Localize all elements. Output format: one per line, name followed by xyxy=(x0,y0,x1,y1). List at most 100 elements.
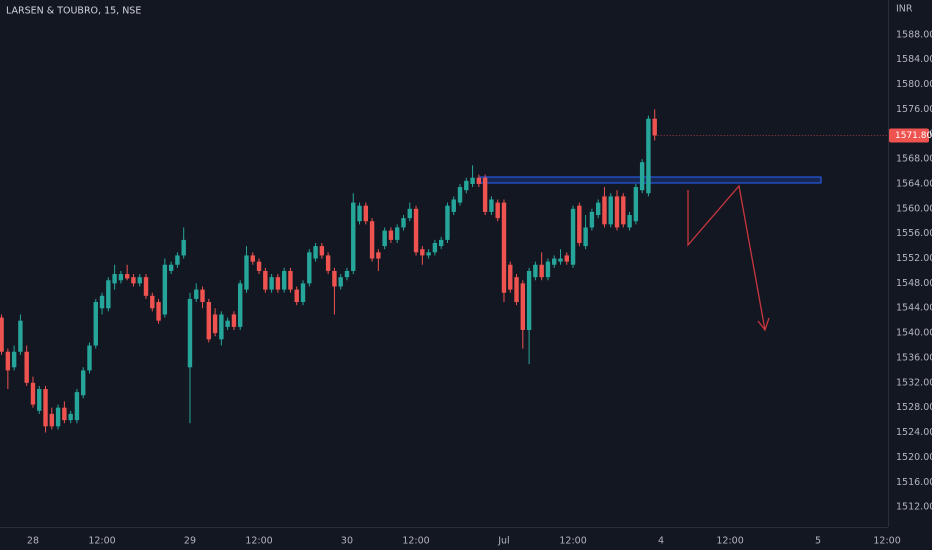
candle-body xyxy=(294,289,299,303)
x-tick-label: 12:00 xyxy=(245,536,272,547)
candle-body xyxy=(445,205,450,240)
candle-body xyxy=(363,205,369,222)
candle-body xyxy=(206,302,212,340)
candle-body xyxy=(457,187,463,203)
candle-body xyxy=(307,252,312,284)
candle-body xyxy=(313,246,318,259)
x-tick-label: 29 xyxy=(184,536,196,547)
y-tick-label: 1524.00 xyxy=(896,427,932,438)
y-tick-label: 1580.00 xyxy=(896,79,932,90)
x-tick-label: Jul xyxy=(497,536,509,547)
candle-body xyxy=(652,118,657,136)
candle-body xyxy=(99,295,105,309)
y-tick-label: 1540.00 xyxy=(896,328,932,339)
candle-body xyxy=(552,258,557,265)
candle-body xyxy=(583,227,588,247)
candle-body xyxy=(451,199,456,212)
y-tick-label: 1564.00 xyxy=(896,178,932,189)
y-tick-label: 1520.00 xyxy=(896,452,932,463)
candle-body xyxy=(413,208,419,253)
candle-body xyxy=(438,239,444,247)
candle-body xyxy=(508,264,513,290)
candle-body xyxy=(514,277,519,303)
candle-body xyxy=(49,413,55,427)
candle-body xyxy=(338,277,343,287)
candle-body xyxy=(55,407,61,427)
candle-body xyxy=(118,274,124,281)
candle-body xyxy=(344,270,350,278)
candle-body xyxy=(589,211,595,228)
candle-body xyxy=(269,277,274,290)
candle-body xyxy=(37,389,42,411)
candle-body xyxy=(558,258,563,262)
candle-body xyxy=(93,302,98,346)
candle-body xyxy=(288,270,293,290)
candle-body xyxy=(351,202,356,271)
candle-body xyxy=(482,177,488,212)
candle-body xyxy=(24,351,29,383)
candle-body xyxy=(43,389,48,427)
y-tick-label: 1556.00 xyxy=(896,228,932,239)
candle-body xyxy=(401,218,406,228)
candle-body xyxy=(608,196,613,225)
candle-body xyxy=(275,277,281,290)
x-tick-label: 4 xyxy=(658,536,664,547)
x-tick-label: 12:00 xyxy=(873,536,900,547)
candle-body xyxy=(332,270,337,287)
candle-body xyxy=(476,177,482,184)
candle-body xyxy=(570,208,576,265)
candle-body xyxy=(646,118,651,194)
candle-body xyxy=(5,351,11,371)
candle-body xyxy=(533,264,538,278)
candle-body xyxy=(564,255,569,262)
y-tick-label: 1544.00 xyxy=(896,303,932,314)
candle-body xyxy=(300,283,306,303)
candle-body xyxy=(426,252,431,256)
y-tick-label: 1532.00 xyxy=(896,377,932,388)
y-tick-label: 1536.00 xyxy=(896,352,932,363)
candle-body xyxy=(112,274,117,284)
x-tick-label: 5 xyxy=(815,536,821,547)
candle-body xyxy=(369,221,375,259)
candle-body xyxy=(87,345,92,371)
x-tick-label: 12:00 xyxy=(88,536,115,547)
projection-arrowhead xyxy=(757,317,770,332)
candle-body xyxy=(263,270,268,290)
y-tick-label: 1548.00 xyxy=(896,278,932,289)
last-price-badge xyxy=(889,128,929,143)
y-tick-label: 1584.00 xyxy=(896,54,932,65)
candle-body xyxy=(256,261,262,271)
candle-body xyxy=(175,255,180,265)
candle-body xyxy=(30,382,36,405)
candle-body xyxy=(281,270,287,290)
x-tick-label: 12:00 xyxy=(716,536,743,547)
x-tick-label: 28 xyxy=(27,536,39,547)
last-price-label: 1571.80 xyxy=(895,131,932,141)
candle-body xyxy=(407,208,412,219)
candle-body xyxy=(0,317,4,352)
y-tick-label: 1516.00 xyxy=(896,477,932,488)
candle-body xyxy=(501,202,507,293)
candle-body xyxy=(526,270,532,330)
candle-body xyxy=(74,392,80,421)
candle-body xyxy=(62,407,67,421)
candle-body xyxy=(382,230,387,247)
candle-body xyxy=(162,264,168,315)
candle-body xyxy=(621,196,626,225)
candle-body xyxy=(68,413,73,421)
chart-title: LARSEN & TOUBRO, 15, NSE xyxy=(6,6,141,17)
candle-body xyxy=(137,277,142,284)
x-tick-label: 30 xyxy=(341,536,353,547)
y-tick-label: 1560.00 xyxy=(896,203,932,214)
y-tick-label: 1588.00 xyxy=(896,29,932,40)
candle-body xyxy=(595,202,601,216)
candle-body xyxy=(627,215,632,228)
candle-body xyxy=(244,255,249,290)
candle-body xyxy=(495,202,500,219)
candle-body xyxy=(614,196,620,228)
x-tick-label: 12:00 xyxy=(559,536,586,547)
candle-body xyxy=(319,246,325,256)
candle-body xyxy=(124,274,130,279)
